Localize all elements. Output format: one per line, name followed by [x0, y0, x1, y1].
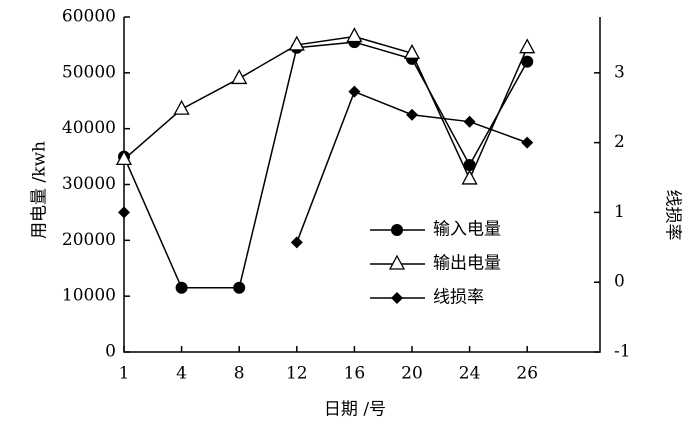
legend-marker — [391, 292, 403, 304]
y2-axis-label: 线损率 — [663, 190, 683, 241]
series-line — [123, 41, 528, 289]
y2-tick-label: 1 — [614, 202, 625, 222]
y2-tick-label: 0 — [614, 272, 625, 292]
point — [233, 281, 246, 294]
point — [461, 169, 478, 185]
x-tick-label: 4 — [176, 364, 187, 384]
x-tick-label: 26 — [516, 364, 538, 384]
point — [463, 158, 476, 171]
y2-tick-label: -1 — [614, 342, 631, 362]
point — [175, 281, 188, 294]
y2-tick-label: 3 — [614, 62, 625, 82]
legend-marker — [388, 254, 406, 270]
x-tick-label: 8 — [234, 364, 245, 384]
point — [463, 115, 476, 128]
series-line — [123, 35, 528, 181]
y-tick-label: 50000 — [62, 62, 116, 82]
y-tick-label: 20000 — [62, 230, 116, 250]
point — [115, 150, 133, 166]
x-axis-label: 日期 /号 — [324, 400, 386, 420]
x-tick-label: 24 — [459, 364, 481, 384]
x-tick-label: 20 — [401, 364, 423, 384]
point — [521, 136, 534, 149]
y-axis-label: 用电量 /kwh — [30, 141, 50, 239]
y-tick-label: 0 — [105, 342, 116, 362]
x-tick-label: 1 — [119, 364, 130, 384]
point — [290, 236, 303, 249]
point — [403, 43, 421, 59]
y2-tick-label: 2 — [614, 132, 625, 152]
legend-marker — [391, 224, 403, 236]
y-tick-label: 60000 — [62, 7, 116, 27]
y-tick-label: 10000 — [62, 286, 116, 306]
y-tick-label: 30000 — [62, 174, 116, 194]
point — [406, 108, 418, 121]
point — [521, 55, 534, 68]
point — [173, 99, 190, 115]
legend-label: 输入电量 — [433, 220, 501, 240]
point — [288, 35, 305, 51]
y-tick-label: 40000 — [62, 118, 116, 138]
x-tick-label: 16 — [344, 364, 366, 384]
point — [519, 38, 536, 54]
point — [231, 69, 248, 85]
legend-label: 输出电量 — [433, 254, 501, 274]
legend-label: 线损率 — [433, 288, 484, 308]
point — [346, 27, 363, 43]
point — [348, 85, 361, 98]
point — [118, 206, 130, 219]
x-tick-label: 12 — [286, 364, 308, 384]
